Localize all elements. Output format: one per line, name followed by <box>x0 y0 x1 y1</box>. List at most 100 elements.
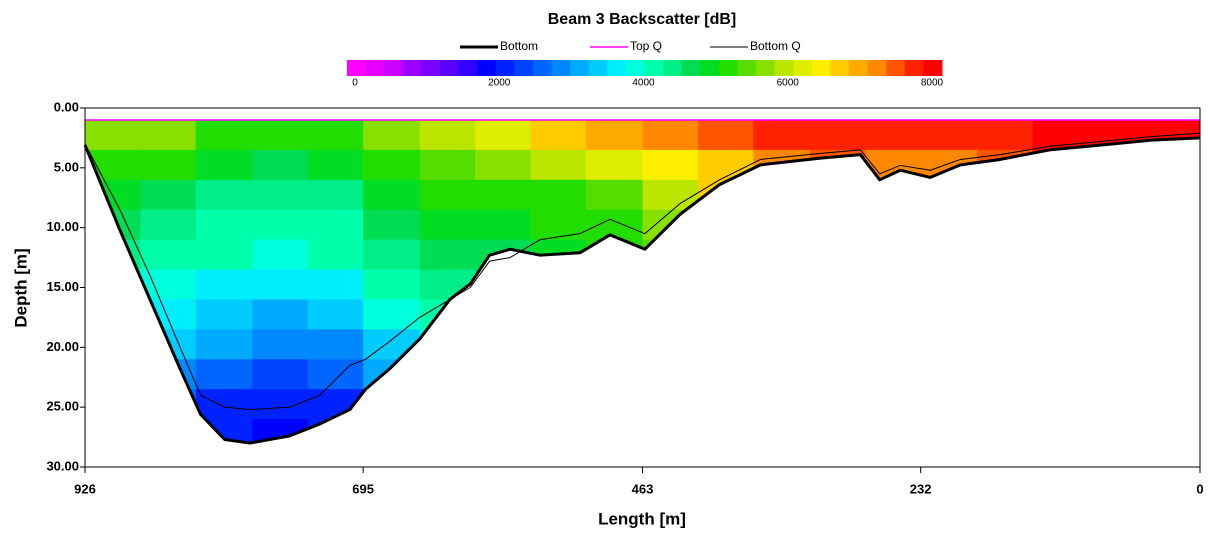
heatmap-cell <box>419 179 476 211</box>
heatmap-cell <box>363 269 421 300</box>
colorbar-swatch <box>384 60 404 76</box>
heatmap-cell <box>252 209 309 241</box>
heatmap-cell <box>140 179 197 211</box>
heatmap-cell <box>585 149 643 181</box>
colorbar-swatch <box>532 60 553 76</box>
heatmap-cell <box>920 119 978 151</box>
heatmap-cell <box>140 239 197 271</box>
colorbar-swatch <box>458 60 478 76</box>
colorbar-swatch <box>681 60 701 76</box>
heatmap-cell <box>195 209 253 241</box>
heatmap-cell <box>307 269 364 300</box>
heatmap-cell <box>252 329 309 360</box>
heatmap-cell <box>585 119 643 151</box>
colorbar-swatch <box>849 60 869 76</box>
legend-label: Top Q <box>630 39 662 53</box>
heatmap-cell <box>307 119 364 151</box>
colorbar-swatch <box>439 60 460 76</box>
heatmap-cell <box>252 359 309 390</box>
heatmap-cell <box>252 389 309 420</box>
heatmap-cell <box>307 239 364 271</box>
colorbar-swatch <box>514 60 534 76</box>
heatmap-cell <box>85 119 141 151</box>
colorbar-swatch <box>718 60 738 76</box>
colorbar-swatch <box>570 60 590 76</box>
heatmap-cell <box>363 119 421 151</box>
colorbar-swatch <box>495 60 515 76</box>
colorbar-tick-label: 4000 <box>632 78 655 89</box>
y-tick-label: 25.00 <box>46 399 79 414</box>
heatmap-cell <box>530 119 587 151</box>
colorbar-swatch <box>347 60 367 76</box>
heatmap-cell <box>475 149 532 181</box>
heatmap-cell <box>530 209 587 241</box>
heatmap-cell <box>195 119 253 151</box>
heatmap-cell <box>307 359 364 390</box>
colorbar-swatch <box>793 60 813 76</box>
heatmap-cell <box>419 239 476 271</box>
heatmap-cell <box>363 179 421 211</box>
colorbar-swatch <box>830 60 850 76</box>
heatmap-cell <box>530 149 587 181</box>
heatmap-cell <box>753 119 811 151</box>
colorbar-swatch <box>588 60 608 76</box>
heatmap-cell <box>195 269 253 300</box>
heatmap-cell <box>252 149 309 181</box>
heatmap-cell <box>475 179 532 211</box>
colorbar-tick-label: 2000 <box>488 78 511 89</box>
colorbar-swatch <box>774 60 794 76</box>
heatmap-cell <box>307 209 364 241</box>
heatmap-cell <box>252 239 309 271</box>
heatmap-cell <box>195 299 253 330</box>
legend-label: Bottom <box>500 39 538 53</box>
colorbar-swatch <box>737 60 757 76</box>
heatmap-cell <box>642 149 699 181</box>
y-tick-label: 5.00 <box>54 159 79 174</box>
x-tick-label: 695 <box>352 481 374 496</box>
colorbar-tick-label: 8000 <box>921 78 944 89</box>
colorbar-swatch <box>607 60 627 76</box>
heatmap-cell <box>419 119 476 151</box>
heatmap-cell <box>140 209 197 241</box>
heatmap-cell <box>140 119 197 151</box>
heatmap-cell <box>363 239 421 271</box>
chart-title: Beam 3 Backscatter [dB] <box>548 11 737 28</box>
y-tick-label: 0.00 <box>54 99 79 114</box>
colorbar-swatch <box>867 60 887 76</box>
heatmap-cell <box>419 149 476 181</box>
y-tick-label: 15.00 <box>46 279 79 294</box>
heatmap-cell <box>195 329 253 360</box>
colorbar-swatch <box>904 60 924 76</box>
heatmap-cell <box>585 179 643 211</box>
heatmap-cell <box>195 389 253 420</box>
colorbar-swatch <box>365 60 385 76</box>
heatmap-cell <box>307 179 364 211</box>
y-tick-label: 20.00 <box>46 339 79 354</box>
colorbar-tick-label: 6000 <box>777 78 800 89</box>
heatmap-cell <box>252 179 309 211</box>
colorbar-swatch <box>923 60 943 76</box>
heatmap-cell <box>697 119 754 151</box>
line-2 <box>84 132 1201 411</box>
heatmap-cell <box>195 179 253 211</box>
colorbar-swatch <box>644 60 664 76</box>
legend-label: Bottom Q <box>750 39 801 53</box>
heatmap-cell <box>252 119 309 151</box>
heatmap-cell <box>475 119 532 151</box>
colorbar-swatch <box>886 60 906 76</box>
heatmap-cell <box>307 149 364 181</box>
heatmap-cell <box>252 269 309 300</box>
heatmap-cell <box>307 329 364 360</box>
heatmap-cell <box>475 209 532 241</box>
y-tick-label: 10.00 <box>46 219 79 234</box>
heatmap-cell <box>642 179 699 211</box>
heatmap-cell <box>809 119 866 151</box>
x-tick-label: 463 <box>632 481 654 496</box>
heatmap-cell <box>642 119 699 151</box>
x-tick-label: 0 <box>1196 481 1203 496</box>
heatmap-cell <box>307 299 364 330</box>
x-tick-label: 232 <box>910 481 932 496</box>
heatmap-cell <box>195 239 253 271</box>
heatmap-cell <box>363 209 421 241</box>
